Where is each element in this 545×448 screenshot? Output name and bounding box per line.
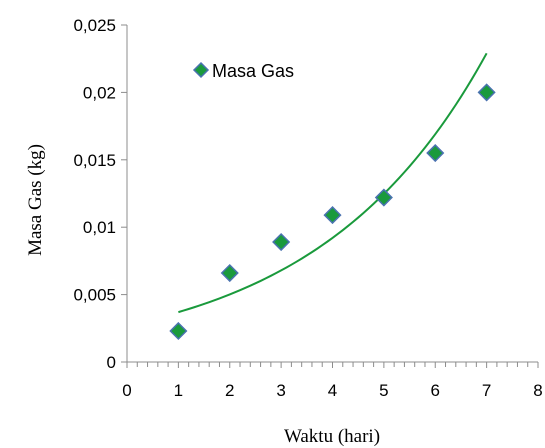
legend-label: Masa Gas — [212, 61, 294, 81]
data-point — [220, 263, 239, 283]
y-tick-label: 0,025 — [73, 16, 116, 35]
x-axis-title: Waktu (hari) — [284, 426, 380, 447]
y-tick-label: 0,01 — [83, 218, 116, 237]
data-point — [374, 188, 393, 207]
x-tick-label: 6 — [431, 381, 440, 400]
data-point — [426, 143, 445, 163]
y-tick-label: 0,015 — [73, 151, 116, 170]
x-tick-label: 1 — [174, 381, 183, 400]
x-tick-label: 8 — [533, 381, 542, 400]
legend-marker — [192, 61, 210, 79]
x-tick-label: 3 — [276, 381, 285, 400]
x-tick-label: 0 — [122, 381, 131, 400]
x-tick-label: 4 — [328, 381, 337, 400]
y-tick-label: 0,02 — [83, 83, 116, 102]
plot-area: 0 1 2 3 4 5 6 7 8 0 0,005 0,01 0,015 0,02 0,025 — [73, 16, 542, 400]
data-point — [272, 232, 291, 252]
x-tick-label: 7 — [482, 381, 491, 400]
data-point — [323, 206, 342, 225]
x-tick-label: 2 — [225, 381, 234, 400]
legend: Masa Gas — [192, 61, 294, 81]
data-point — [477, 83, 496, 102]
y-tick-label: 0,005 — [73, 286, 116, 305]
x-tick-label: 5 — [379, 381, 388, 400]
y-axis-title: Masa Gas (kg) — [25, 144, 46, 256]
y-tick-label: 0 — [107, 353, 116, 372]
trendline — [178, 52, 488, 314]
data-point — [169, 321, 188, 341]
